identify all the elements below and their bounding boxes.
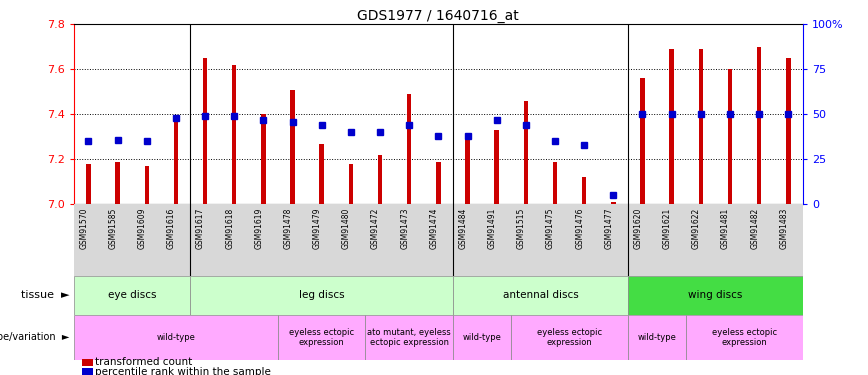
- Bar: [511, 315, 628, 360]
- Bar: [365, 315, 453, 360]
- Bar: [523, 101, 528, 204]
- Bar: [174, 117, 178, 204]
- Text: wild-type: wild-type: [638, 333, 676, 342]
- Text: GSM91473: GSM91473: [400, 208, 409, 249]
- Bar: [453, 315, 511, 360]
- Bar: [349, 164, 353, 204]
- Bar: [74, 276, 190, 315]
- Bar: [611, 202, 615, 204]
- Bar: [495, 130, 499, 204]
- Text: GSM91484: GSM91484: [458, 208, 468, 249]
- Bar: [378, 155, 382, 204]
- Text: eye discs: eye discs: [108, 290, 156, 300]
- Text: GSM91585: GSM91585: [108, 208, 117, 249]
- Bar: [407, 94, 411, 204]
- Text: GSM91479: GSM91479: [312, 208, 322, 249]
- Bar: [465, 137, 470, 204]
- Bar: [628, 276, 803, 315]
- Bar: [278, 315, 365, 360]
- Text: ato mutant, eyeless
ectopic expression: ato mutant, eyeless ectopic expression: [367, 328, 451, 347]
- Text: eyeless ectopic
expression: eyeless ectopic expression: [289, 328, 354, 347]
- Bar: [628, 315, 687, 360]
- Bar: [319, 144, 324, 204]
- Bar: [190, 276, 453, 315]
- Text: GSM91472: GSM91472: [371, 208, 380, 249]
- Text: GSM91482: GSM91482: [750, 208, 760, 249]
- Bar: [641, 78, 645, 204]
- Bar: [453, 276, 628, 315]
- Text: tissue  ►: tissue ►: [21, 290, 69, 300]
- Text: percentile rank within the sample: percentile rank within the sample: [95, 367, 272, 375]
- Text: eyeless ectopic
expression: eyeless ectopic expression: [537, 328, 602, 347]
- Bar: [290, 90, 295, 204]
- Text: GSM91619: GSM91619: [254, 208, 263, 249]
- Text: GSM91622: GSM91622: [692, 208, 700, 249]
- Bar: [74, 315, 278, 360]
- Bar: [699, 49, 703, 204]
- Text: transformed count: transformed count: [95, 357, 193, 367]
- Text: GSM91491: GSM91491: [488, 208, 496, 249]
- Bar: [144, 166, 149, 204]
- Bar: [757, 47, 761, 204]
- Text: GSM91477: GSM91477: [604, 208, 614, 249]
- Text: GSM91478: GSM91478: [284, 208, 293, 249]
- Text: GSM91609: GSM91609: [138, 208, 147, 249]
- Text: GSM91616: GSM91616: [167, 208, 176, 249]
- Text: genotype/variation  ►: genotype/variation ►: [0, 333, 69, 342]
- Text: wild-type: wild-type: [156, 333, 195, 342]
- Bar: [261, 114, 266, 204]
- Bar: [115, 162, 120, 204]
- Text: leg discs: leg discs: [299, 290, 345, 300]
- Bar: [727, 69, 733, 204]
- Text: eyeless ectopic
expression: eyeless ectopic expression: [712, 328, 777, 347]
- Bar: [203, 58, 207, 204]
- Text: GSM91475: GSM91475: [546, 208, 555, 249]
- Text: GSM91474: GSM91474: [430, 208, 438, 249]
- Bar: [582, 177, 587, 204]
- Text: antennal discs: antennal discs: [503, 290, 578, 300]
- Bar: [436, 162, 441, 204]
- Bar: [232, 65, 236, 204]
- Text: GSM91515: GSM91515: [516, 208, 526, 249]
- Text: GSM91570: GSM91570: [79, 208, 89, 249]
- Text: GSM91476: GSM91476: [575, 208, 584, 249]
- Bar: [669, 49, 674, 204]
- Bar: [687, 315, 803, 360]
- Text: GSM91618: GSM91618: [225, 208, 234, 249]
- Text: GSM91481: GSM91481: [721, 208, 730, 249]
- Text: GSM91617: GSM91617: [196, 208, 205, 249]
- Bar: [553, 162, 557, 204]
- Title: GDS1977 / 1640716_at: GDS1977 / 1640716_at: [358, 9, 519, 23]
- Text: GSM91621: GSM91621: [662, 208, 672, 249]
- Bar: [786, 58, 791, 204]
- Text: GSM91620: GSM91620: [634, 208, 642, 249]
- Text: wing discs: wing discs: [688, 290, 743, 300]
- Text: GSM91483: GSM91483: [779, 208, 788, 249]
- Bar: [86, 164, 90, 204]
- Text: GSM91480: GSM91480: [342, 208, 351, 249]
- Text: wild-type: wild-type: [463, 333, 502, 342]
